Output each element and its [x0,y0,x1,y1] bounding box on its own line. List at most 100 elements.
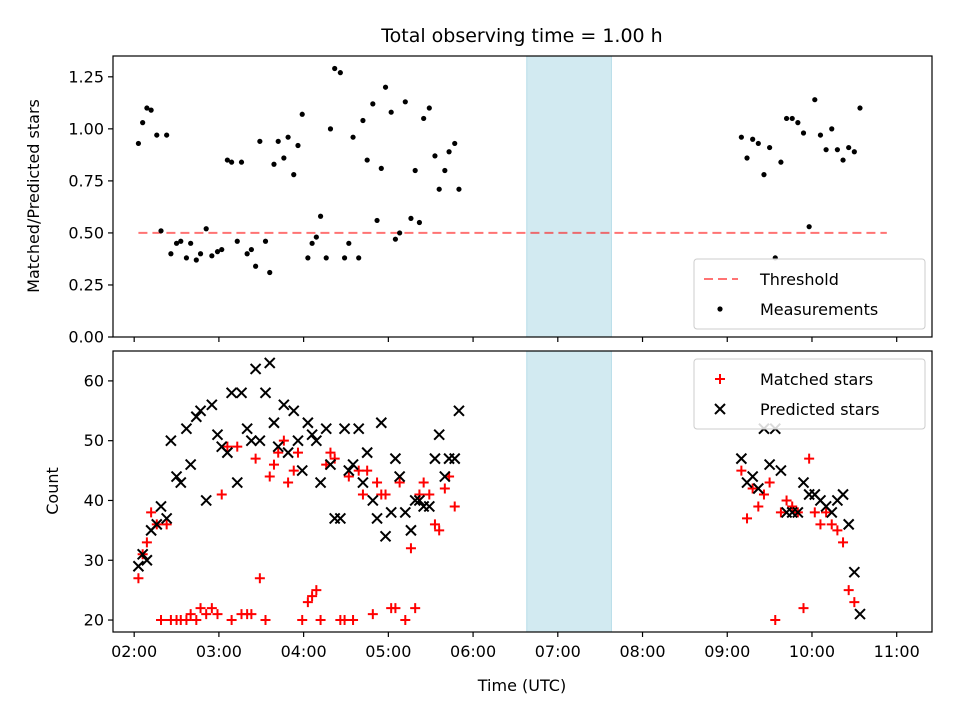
matched-stars-point [133,573,144,584]
matched-stars-point [181,615,192,626]
bottom-y-tick-label: 20 [84,611,104,630]
bottom-x-tick-label: 09:00 [704,642,750,661]
matched-stars-point [195,603,206,614]
measurements-point [197,251,204,257]
bottom-y-tick-label: 50 [84,431,104,450]
matched-stars-point [747,483,758,494]
predicted-stars-point [225,387,238,399]
matched-stars-point [302,597,313,608]
measurements-point [426,105,432,111]
matched-stars-point [815,519,826,530]
legend-predicted-stars-swatch [714,403,726,415]
measurements-point [416,219,423,226]
measurements-point [806,224,812,230]
measurements-point [783,115,790,122]
predicted-stars-point [379,530,392,543]
measurements-point [262,238,269,244]
measurements-point [795,120,801,126]
predicted-stars-point [160,512,173,525]
predicted-stars-point [264,357,276,369]
measurements-point [346,240,352,246]
measurements-point [761,172,767,178]
predicted-stars-point [423,500,436,513]
measurements-point [168,251,174,257]
predicted-stars-point [292,434,304,447]
top-plot-frame [112,55,933,338]
measurements-point [275,138,281,144]
matched-stars-point [264,471,275,482]
measurements-point [253,263,259,269]
matched-stars-point [329,453,340,464]
predicted-stars-point [249,363,262,375]
measurements-point [767,144,773,151]
measurements-point [178,238,184,244]
measurements-point [224,157,230,163]
measurements-point [744,155,750,161]
predicted-stars-point [409,494,421,507]
matched-stars-point [216,489,227,500]
measurements-point [305,255,311,261]
predicted-stars-point [254,434,266,447]
measurements-point [789,115,795,122]
top-y-tick-label: 0.50 [68,223,104,242]
predicted-stars-point [136,548,149,560]
predicted-stars-point [190,411,203,423]
matched-stars-point [787,501,798,512]
matched-stars-point [372,477,383,488]
predicted-stars-point [752,482,765,495]
measurements-point [257,138,263,144]
predicted-stars-point [439,470,451,483]
measurements-point [281,155,287,161]
predicted-stars-point [180,423,193,435]
predicted-stars-point [206,399,218,411]
measurements-point [144,105,150,111]
bottom-y-tick-label: 30 [84,551,104,570]
measurements-point [350,134,356,140]
matched-stars-point [156,615,167,626]
predicted-stars-point [165,434,177,447]
legend-predicted-stars-label: Predicted stars [760,400,880,419]
measurements-point [140,120,146,126]
bottom-legend-box [693,358,926,430]
measurements-point [337,70,343,76]
measurements-point [817,132,824,138]
predicted-stars-point [735,452,748,465]
measurements-point [392,236,399,242]
matched-stars-point [832,525,843,536]
matched-stars-point [288,465,299,476]
bottom-highlight-band [526,350,612,633]
measurements-point [267,269,273,276]
measurements-point [238,159,245,165]
matched-stars-point [758,489,769,500]
measurements-point [173,240,180,246]
matched-stars-point [439,483,450,494]
matched-stars-point [273,447,284,458]
measurements-point [388,109,394,115]
matched-stars-point [418,477,429,488]
measurements-point [402,99,408,105]
matched-stars-point [191,615,202,626]
predicted-stars-point [389,452,402,465]
predicted-stars-point [184,458,197,471]
matched-stars-point [434,525,445,536]
legend-measurements-swatch [717,306,723,312]
figure-title: Total observing time = 1.00 h [380,25,662,47]
matched-stars-point [315,615,326,626]
predicted-stars-point [842,518,855,531]
bottom-points-layer [132,357,866,626]
measurements-point [421,115,427,122]
bottom-y-tick-label: 60 [84,371,104,390]
matched-stars-point [268,459,279,470]
measurements-point [378,165,384,171]
predicted-stars-point [797,476,810,489]
predicted-stars-point [343,464,355,477]
bottom-x-tick-label: 03:00 [196,642,242,661]
predicted-stars-point [746,470,759,483]
matched-stars-point [250,453,261,464]
matched-stars-point [380,489,391,500]
legend-measurements-label: Measurements [760,300,878,319]
top-points-layer [135,65,863,276]
measurements-point [750,136,756,142]
measurements-point [188,240,194,246]
bottom-y-tick-label: 40 [84,491,104,510]
